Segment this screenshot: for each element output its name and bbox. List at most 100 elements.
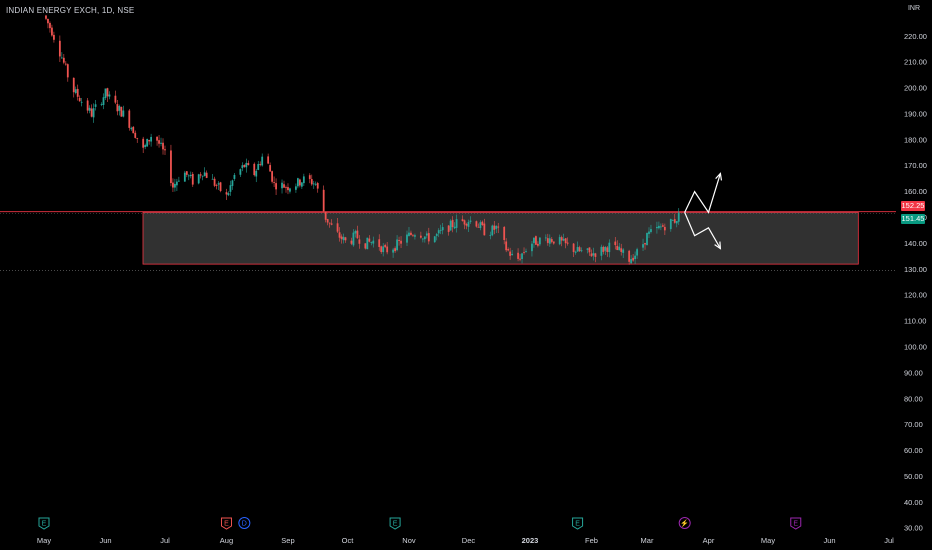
candle-body <box>634 255 637 260</box>
y-tick-label: 170.00 <box>904 161 927 170</box>
candle <box>338 227 341 242</box>
y-tick-label: 90.00 <box>904 368 923 377</box>
candle-body <box>475 221 478 227</box>
candle-body <box>608 242 611 253</box>
candle-body <box>560 237 563 241</box>
candle-body <box>342 236 345 241</box>
candle <box>663 223 666 235</box>
candle <box>634 251 637 265</box>
y-tick-label: 180.00 <box>904 135 927 144</box>
candle-body <box>465 223 468 226</box>
candle-body <box>437 230 440 234</box>
dividend-icon-letter: D <box>242 521 247 528</box>
candle-body <box>408 232 410 236</box>
candle-body <box>548 238 551 244</box>
candle-body <box>574 251 577 253</box>
y-tick-label: 160.00 <box>904 187 927 196</box>
earnings-icon[interactable]: E <box>220 517 232 530</box>
x-tick-label: May <box>761 536 775 545</box>
candle <box>493 220 496 235</box>
earnings-icon[interactable]: E <box>389 517 401 530</box>
candle-body <box>122 110 125 117</box>
candle-body <box>546 238 549 243</box>
candle-body <box>114 95 117 103</box>
earnings-icon[interactable]: E <box>790 517 802 530</box>
candle <box>578 245 581 252</box>
candle <box>102 93 105 110</box>
candle <box>80 98 83 107</box>
candle-body <box>656 226 658 229</box>
candle-body <box>412 235 414 237</box>
candle-body <box>281 182 283 189</box>
candle-body <box>205 172 208 178</box>
candle-body <box>243 164 246 167</box>
candle-body <box>285 187 287 189</box>
candle-body <box>535 236 537 245</box>
candle-body <box>659 226 662 228</box>
earnings-icon[interactable]: E <box>38 517 50 530</box>
candle-body <box>590 253 593 257</box>
candle-body <box>199 174 202 176</box>
candle-body <box>469 220 472 222</box>
candle <box>295 183 297 193</box>
dividend-icon[interactable]: D <box>238 517 251 529</box>
candle <box>342 233 345 244</box>
candle-body <box>90 108 93 117</box>
candle <box>441 222 444 235</box>
candle <box>189 171 192 179</box>
candle <box>562 233 565 242</box>
candle <box>245 158 248 173</box>
candle-body <box>344 237 347 241</box>
candle <box>211 174 214 180</box>
y-tick-label: 80.00 <box>904 394 923 403</box>
candle-body <box>658 225 660 229</box>
candle-body <box>247 163 250 166</box>
candle <box>433 235 436 243</box>
candle-body <box>177 180 180 182</box>
candle-body <box>380 246 383 253</box>
candle-body <box>255 170 258 177</box>
earnings-icon-shape <box>38 517 50 530</box>
candle <box>142 136 145 154</box>
candle-body <box>671 220 674 221</box>
candle-body <box>352 232 355 246</box>
candle-body <box>47 18 49 24</box>
candle <box>644 242 646 250</box>
candle <box>289 187 291 194</box>
candle-body <box>663 226 666 231</box>
y-tick-label: 70.00 <box>904 420 923 429</box>
candle <box>600 244 603 261</box>
candle <box>392 247 395 258</box>
earnings-icon[interactable]: E <box>572 517 584 530</box>
candle <box>386 242 389 255</box>
earnings-icon-letter: E <box>224 521 229 528</box>
candle-body <box>628 250 631 262</box>
candle <box>509 247 512 260</box>
candle-body <box>175 181 178 186</box>
candle <box>384 243 387 249</box>
candle-body <box>414 235 416 237</box>
candle <box>618 242 621 251</box>
candle <box>368 235 371 243</box>
candle-body <box>453 226 456 229</box>
candle <box>247 160 250 166</box>
split-icon[interactable]: ⚡ <box>678 517 691 529</box>
candle <box>566 237 569 246</box>
candle-body <box>537 243 539 246</box>
candle <box>164 145 166 156</box>
candle-body <box>673 219 676 223</box>
candle-body <box>354 230 357 234</box>
candle <box>673 213 676 224</box>
candle-body <box>372 240 375 244</box>
candle <box>590 249 593 257</box>
candle-body <box>130 127 133 130</box>
candle <box>120 106 123 117</box>
candle <box>239 168 242 177</box>
candle-body <box>298 179 301 186</box>
candle <box>382 243 385 257</box>
candle-body <box>398 239 400 241</box>
candle <box>604 246 607 255</box>
dividend-icon-shape <box>238 517 251 529</box>
candle-body <box>620 248 623 252</box>
